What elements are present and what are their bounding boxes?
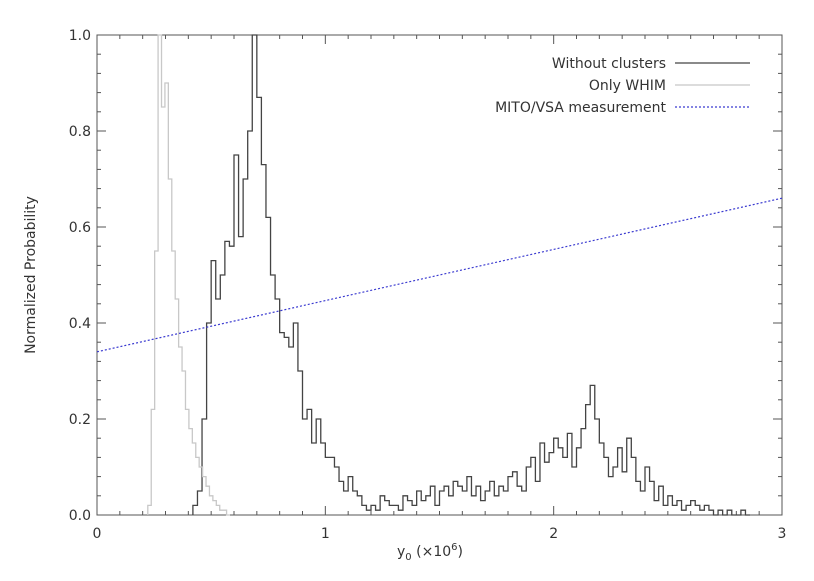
legend: Without clusters Only WHIM MITO/VSA measur… [495,56,750,116]
x-axis-label: y0 (×106) [397,542,463,563]
y-tick-label: 0.6 [69,220,91,236]
series-0-line [192,34,751,516]
y-tick-label: 0.4 [69,316,91,332]
legend-label: MITO/VSA measurement [495,100,666,116]
legend-label: Without clusters [552,56,666,72]
axis-ticks: 0 1 2 3 0.0 0.2 0.4 0.6 0.8 1.0 [69,28,787,542]
x-axis-label-sub: 0 [405,552,411,563]
x-tick-label: 0 [93,526,102,542]
series-1-line [147,34,231,516]
series-2-line [96,197,783,353]
x-tick-label: 2 [549,526,558,542]
y-tick-label: 0.2 [69,412,91,428]
x-axis-label-var: y [397,544,405,560]
x-tick-label: 3 [778,526,787,542]
y-axis-label: Normalized Probability [23,196,39,354]
series-layer [96,34,783,516]
x-axis-label-prefix: (×10 [412,544,451,560]
y-tick-label: 1.0 [69,28,91,44]
x-axis-label-exp: 6 [451,542,457,553]
y-tick-label: 0.0 [69,508,91,524]
y-tick-label: 0.8 [69,124,91,140]
x-axis-label-suffix: ) [458,544,463,560]
legend-label: Only WHIM [589,78,666,94]
x-tick-label: 1 [321,526,330,542]
